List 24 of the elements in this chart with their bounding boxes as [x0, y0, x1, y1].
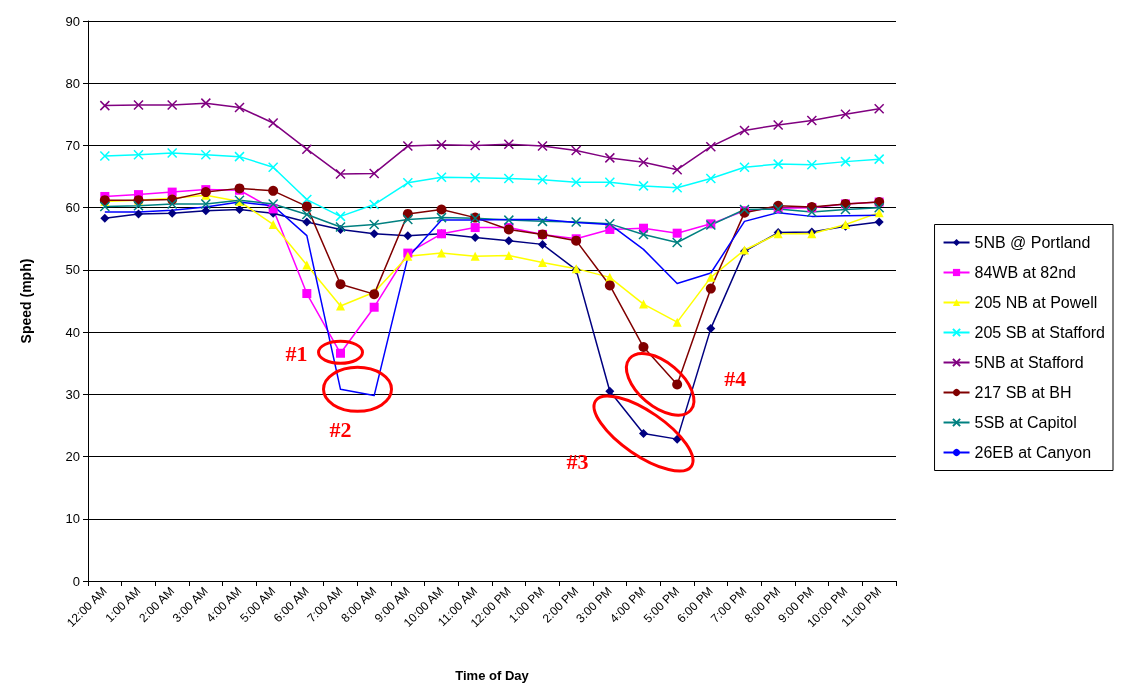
legend-label: 5NB at Stafford: [974, 354, 1084, 371]
legend-label: 205 SB at Stafford: [974, 324, 1106, 341]
annotation: #3: [566, 449, 589, 475]
legend-label: 217 SB at BH: [974, 384, 1072, 401]
y-tick-label: 40: [65, 324, 80, 340]
legend-label: 84WB at 82nd: [974, 264, 1076, 281]
y-tick-label: 50: [65, 262, 80, 278]
annotation: #1: [285, 340, 308, 366]
y-tick-label: 70: [65, 137, 80, 153]
annotation: #2: [329, 416, 352, 442]
y-tick-label: 90: [65, 13, 80, 29]
y-tick-label: 60: [65, 200, 80, 216]
y-tick-label: 80: [65, 75, 80, 91]
legend-label: 5SB at Capitol: [974, 414, 1077, 431]
y-tick-label: 30: [65, 386, 80, 402]
legend-label: 205 NB at Powell: [974, 294, 1098, 311]
y-tick-label: 0: [72, 573, 80, 589]
y-axis-title: Speed (mph): [18, 258, 34, 344]
legend-label: 26EB at Canyon: [974, 444, 1092, 461]
legend-label: 5NB @ Portland: [974, 234, 1091, 251]
y-tick-label: 20: [65, 449, 80, 465]
y-tick-label: 10: [65, 511, 80, 527]
annotation: #4: [724, 365, 747, 391]
x-axis-title: Time of Day: [455, 668, 530, 683]
